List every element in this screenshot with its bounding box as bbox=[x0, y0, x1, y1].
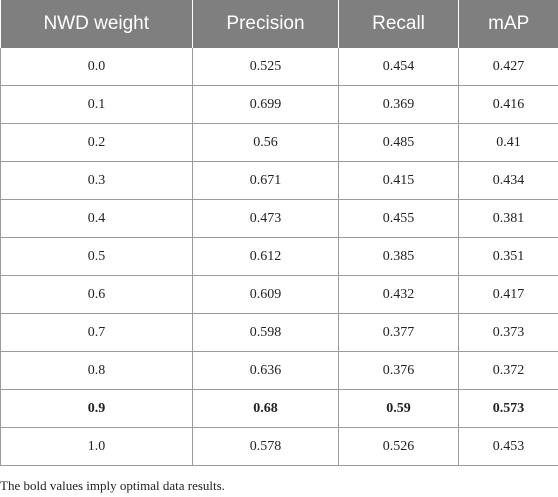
nwd-weight-cell: 0.9 bbox=[0, 389, 193, 428]
nwd-weight-cell: 1.0 bbox=[0, 427, 193, 466]
map-cell: 0.372 bbox=[458, 351, 558, 390]
recall-cell: 0.369 bbox=[338, 85, 459, 124]
recall-cell: 0.454 bbox=[338, 48, 459, 86]
table-row: 0.6 0.609 0.432 0.417 bbox=[0, 275, 558, 314]
nwd-weight-cell: 0.8 bbox=[0, 351, 193, 390]
header-row: NWD weight Precision Recall mAP bbox=[0, 0, 558, 48]
table-row: 0.4 0.473 0.455 0.381 bbox=[0, 199, 558, 238]
precision-cell: 0.671 bbox=[192, 161, 339, 200]
map-cell: 0.453 bbox=[458, 427, 558, 466]
header-recall: Recall bbox=[338, 0, 459, 48]
recall-cell: 0.485 bbox=[338, 123, 459, 162]
table-body: 0.0 0.525 0.454 0.427 0.1 0.699 0.369 0.416 0.2 0… bbox=[0, 48, 558, 466]
recall-cell: 0.377 bbox=[338, 313, 459, 352]
table-row: 1.0 0.578 0.526 0.453 bbox=[0, 427, 558, 466]
map-cell: 0.573 bbox=[458, 389, 558, 428]
header-map: mAP bbox=[458, 0, 558, 48]
precision-cell: 0.525 bbox=[192, 48, 339, 86]
header-nwd-weight: NWD weight bbox=[0, 0, 193, 48]
precision-cell: 0.609 bbox=[192, 275, 339, 314]
map-cell: 0.351 bbox=[458, 237, 558, 276]
precision-cell: 0.699 bbox=[192, 85, 339, 124]
precision-cell: 0.56 bbox=[192, 123, 339, 162]
header-precision: Precision bbox=[192, 0, 339, 48]
nwd-weight-cell: 0.2 bbox=[0, 123, 193, 162]
results-table: NWD weight Precision Recall mAP 0.0 0.525… bbox=[0, 0, 558, 466]
recall-cell: 0.455 bbox=[338, 199, 459, 238]
nwd-weight-cell: 0.6 bbox=[0, 275, 193, 314]
nwd-weight-cell: 0.5 bbox=[0, 237, 193, 276]
nwd-weight-cell: 0.0 bbox=[0, 48, 193, 86]
map-cell: 0.381 bbox=[458, 199, 558, 238]
nwd-weight-cell: 0.3 bbox=[0, 161, 193, 200]
recall-cell: 0.526 bbox=[338, 427, 459, 466]
precision-cell: 0.612 bbox=[192, 237, 339, 276]
table-row: 0.8 0.636 0.376 0.372 bbox=[0, 351, 558, 390]
map-cell: 0.417 bbox=[458, 275, 558, 314]
precision-cell: 0.473 bbox=[192, 199, 339, 238]
map-cell: 0.434 bbox=[458, 161, 558, 200]
recall-cell: 0.432 bbox=[338, 275, 459, 314]
table-row: 0.0 0.525 0.454 0.427 bbox=[0, 48, 558, 86]
table-footnote: The bold values imply optimal data resul… bbox=[0, 478, 225, 493]
nwd-weight-cell: 0.7 bbox=[0, 313, 193, 352]
table-header: NWD weight Precision Recall mAP bbox=[0, 0, 558, 48]
map-cell: 0.41 bbox=[458, 123, 558, 162]
recall-cell: 0.415 bbox=[338, 161, 459, 200]
table-row: 0.9 0.68 0.59 0.573 bbox=[0, 389, 558, 428]
precision-cell: 0.578 bbox=[192, 427, 339, 466]
table-row: 0.7 0.598 0.377 0.373 bbox=[0, 313, 558, 352]
recall-cell: 0.376 bbox=[338, 351, 459, 390]
precision-cell: 0.598 bbox=[192, 313, 339, 352]
table-row: 0.3 0.671 0.415 0.434 bbox=[0, 161, 558, 200]
precision-cell: 0.68 bbox=[192, 389, 339, 428]
map-cell: 0.416 bbox=[458, 85, 558, 124]
nwd-weight-cell: 0.4 bbox=[0, 199, 193, 238]
map-cell: 0.427 bbox=[458, 48, 558, 86]
nwd-weight-cell: 0.1 bbox=[0, 85, 193, 124]
map-cell: 0.373 bbox=[458, 313, 558, 352]
precision-cell: 0.636 bbox=[192, 351, 339, 390]
table-row: 0.2 0.56 0.485 0.41 bbox=[0, 123, 558, 162]
table-row: 0.1 0.699 0.369 0.416 bbox=[0, 85, 558, 124]
recall-cell: 0.59 bbox=[338, 389, 459, 428]
recall-cell: 0.385 bbox=[338, 237, 459, 276]
table-row: 0.5 0.612 0.385 0.351 bbox=[0, 237, 558, 276]
